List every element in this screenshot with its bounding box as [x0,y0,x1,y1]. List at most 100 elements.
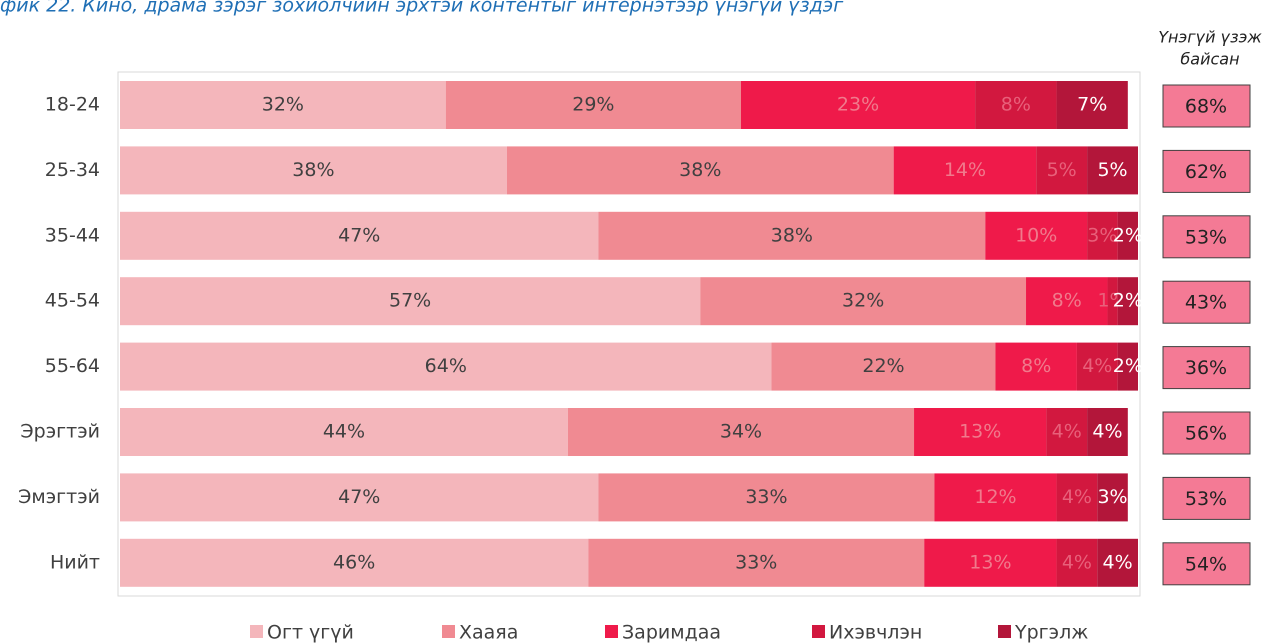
bar-segment [700,277,1027,326]
bar-segment [445,81,741,129]
bar-segment [120,146,507,195]
side-title: Үнэгүй үзэж [1158,28,1262,47]
data-label: 44% [323,421,365,443]
legend-label: Огт үгүй [267,622,354,643]
plot-border [117,71,1141,597]
data-label: 5% [1047,159,1077,181]
data-label: 12% [974,486,1016,508]
legend-swatch [605,625,618,638]
bar-segment [588,538,925,587]
data-label: 33% [745,486,787,508]
side-label: 43% [1185,292,1227,314]
data-label: 2% [1113,355,1143,377]
y-tick-label: Эмэгтэй [18,486,100,508]
bar-segment [506,146,894,195]
bar-segment [1036,146,1088,195]
data-label: 46% [333,551,375,573]
side-label: 56% [1185,423,1227,445]
bar-segment [740,81,976,129]
side-box [1162,542,1251,586]
y-tick-label: 45-54 [45,290,100,312]
bar-segment [120,342,772,391]
side-title: байсан [1180,50,1239,69]
data-label: 47% [338,224,380,246]
bar-segment [120,538,589,587]
data-label: 2% [1113,290,1143,312]
legend-label: Ихэвчлэн [829,622,922,643]
legend-swatch [998,625,1011,638]
data-label: 34% [720,421,762,443]
side-label: 53% [1185,226,1227,248]
bar-segment [1117,342,1138,391]
bar-segment [120,277,701,326]
side-label: 62% [1185,161,1227,183]
bar-segment [120,81,446,129]
side-box [1162,346,1251,390]
data-label: 4% [1103,551,1133,573]
data-label: 10% [1015,224,1057,246]
data-label: 8% [1001,94,1031,116]
data-label: 29% [572,94,614,116]
data-label: 23% [837,94,879,116]
data-label: 3% [1087,224,1117,246]
side-box [1162,411,1251,455]
side-label: 36% [1185,357,1227,379]
y-tick-label: 25-34 [45,159,100,181]
bar-segment [995,342,1077,391]
bar-segment [1046,408,1088,456]
y-tick-label: Эрэгтэй [20,421,100,443]
legend-label: Заримдаа [622,622,721,643]
data-label: 14% [944,159,986,181]
data-label: 38% [771,224,813,246]
legend-label: Үргэлж [1014,622,1088,643]
legend-swatch [442,625,455,638]
data-label: 7% [1077,94,1107,116]
data-label: 13% [959,421,1001,443]
data-label: 4% [1062,486,1092,508]
data-label: 38% [679,159,721,181]
data-label: 4% [1082,355,1112,377]
side-box [1162,476,1251,520]
side-box [1162,84,1251,128]
legend-swatch [250,625,263,638]
data-label: 32% [842,290,884,312]
legend-swatch [812,625,825,638]
bar-segment [914,408,1047,456]
data-label: 4% [1092,421,1122,443]
bar-segment [1117,277,1138,326]
bar-segment [120,211,599,260]
bar-segment [934,473,1057,522]
y-tick-label: 35-44 [45,224,100,246]
side-label: 53% [1185,488,1227,510]
bar-segment [1026,277,1108,326]
data-label: 8% [1021,355,1051,377]
bar-segment [120,473,599,522]
bar-segment [771,342,996,391]
bar-segment [1087,211,1118,260]
y-tick-label: 55-64 [45,355,100,377]
bar-segment [1097,538,1138,587]
side-box [1162,149,1251,193]
data-label: 2% [1113,224,1143,246]
bar-segment [893,146,1037,195]
data-label: 38% [292,159,334,181]
data-label: 22% [862,355,904,377]
side-box [1162,280,1251,324]
bar-segment [1087,146,1138,195]
data-label: 64% [425,355,467,377]
bar-segment [567,408,915,456]
bar-segment [1076,342,1118,391]
y-tick-label: 18-24 [45,94,100,116]
data-label: 57% [389,290,431,312]
chart-title: фик 22. Кино, драма зэрэг зохиолчийн эрх… [0,0,844,17]
data-label: 13% [969,551,1011,573]
bar-segment [1056,473,1098,522]
data-label: 4% [1062,551,1092,573]
bar-segment [1117,211,1138,260]
data-label: 3% [1097,486,1127,508]
data-label: 47% [338,486,380,508]
bar-segment [924,538,1057,587]
side-box [1162,215,1251,259]
data-label: 8% [1052,290,1082,312]
